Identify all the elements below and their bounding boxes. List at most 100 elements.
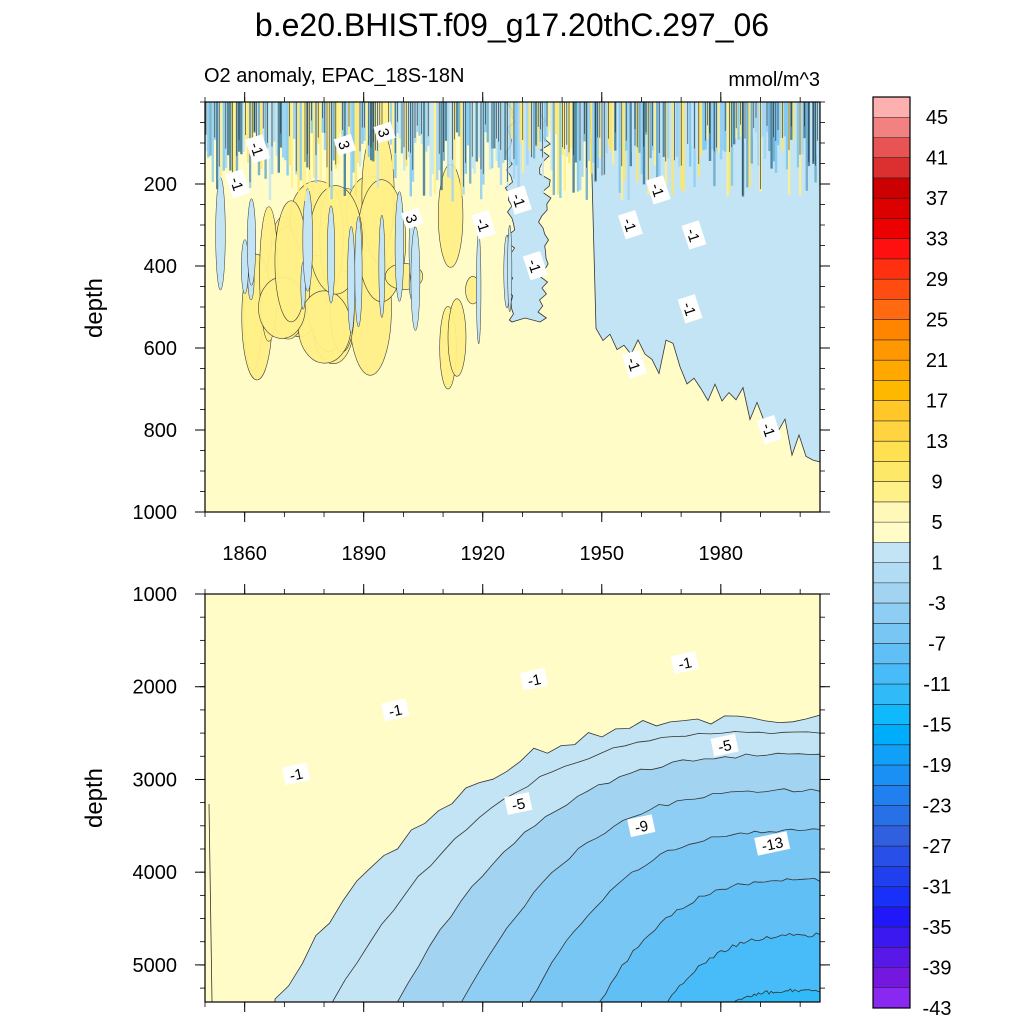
- surface-variability: [590, 102, 593, 174]
- surface-variability: [282, 102, 285, 158]
- contour-band: [667, 932, 820, 1002]
- contour-label-text: -1: [288, 766, 305, 785]
- contour-label-text: -9: [633, 817, 650, 836]
- colorbar-swatch: [873, 866, 910, 887]
- surface-variability: [678, 102, 681, 167]
- colorbar-swatch: [873, 238, 910, 260]
- surface-variability: [618, 102, 621, 193]
- contour-label-bg: [622, 349, 647, 379]
- colorbar-label: -35: [923, 917, 952, 939]
- contour-label-bg: [710, 733, 739, 757]
- surface-variability: [616, 102, 619, 182]
- plot-frame: [204, 593, 821, 1003]
- contour-label-bg: [754, 831, 791, 856]
- contour-label-bg: [645, 175, 671, 205]
- colorbar-swatch: [873, 542, 910, 563]
- x-tick-label: 1890: [341, 543, 386, 565]
- surface-variability: [290, 102, 294, 188]
- surface-variability: [722, 102, 725, 151]
- surface-variability: [504, 102, 507, 161]
- colorbar-swatch: [873, 947, 910, 968]
- surface-variability: [675, 102, 679, 157]
- surface-variability: [486, 102, 489, 143]
- surface-variability: [770, 102, 773, 169]
- surface-variability: [702, 102, 705, 151]
- surface-variability: [293, 102, 296, 140]
- surface-variability: [682, 102, 685, 192]
- surface-variability: [233, 102, 236, 194]
- colorbar-swatch: [873, 663, 910, 685]
- surface-variability: [667, 102, 670, 159]
- surface-variability: [493, 102, 496, 149]
- contour-label-bg: [681, 220, 707, 250]
- contour-label-bg: [245, 134, 270, 164]
- colorbar-swatch: [873, 603, 910, 624]
- x-tick-label: 1980: [699, 543, 744, 565]
- contour-label: -1: [677, 294, 703, 324]
- colorbar-label: 13: [926, 431, 948, 453]
- top-subtitle: O2 anomaly, EPAC_18S-18N: [204, 65, 465, 87]
- contour-label: -1: [756, 415, 782, 445]
- negative-filament: [246, 198, 256, 286]
- negative-filament: [327, 205, 336, 304]
- surface-variability: [477, 102, 481, 158]
- surface-variability: [455, 102, 459, 133]
- colorbar-swatch: [873, 886, 910, 908]
- surface-variability: [216, 102, 219, 190]
- colorbar-swatch: [873, 805, 910, 827]
- surface-variability: [449, 102, 452, 179]
- contour-label-bg: [627, 814, 656, 838]
- contour-label: -1: [225, 169, 251, 199]
- colorbar-swatch: [873, 825, 910, 847]
- surface-variability: [649, 102, 652, 159]
- surface-variability: [554, 102, 558, 135]
- y-tick-label: 200: [144, 174, 177, 196]
- contour-label-bg: [373, 121, 396, 144]
- surface-variability: [319, 102, 322, 181]
- colorbar-swatch: [873, 643, 910, 665]
- contour-label: -5: [710, 733, 739, 757]
- surface-variability: [552, 102, 555, 196]
- contour-label-bg: [281, 762, 311, 786]
- surface-variability: [653, 102, 657, 166]
- top-units: mmol/m^3: [728, 69, 820, 91]
- x-tick-label: 1860: [222, 543, 267, 565]
- contour-label: -1: [618, 210, 643, 240]
- colorbar-label: 41: [926, 148, 948, 170]
- colorbar-swatch: [873, 623, 910, 644]
- contour-band: [734, 988, 820, 1002]
- x-tick-label: 1920: [460, 543, 505, 565]
- surface-variability: [592, 102, 595, 163]
- bottom-contour-labels: -1 -1 -1 -1 -5 -5 -9 -13: [281, 651, 791, 856]
- contour-label: -13: [754, 831, 791, 856]
- colorbar-label: 5: [931, 512, 942, 534]
- surface-variability: [246, 102, 250, 163]
- colorbar-swatch: [873, 461, 910, 482]
- contour-label-text: -1: [678, 300, 698, 318]
- colorbar-swatch: [873, 177, 910, 199]
- bottom-ylabel: depth: [81, 768, 108, 828]
- surface-variability: [460, 102, 463, 196]
- contour-label-text: -1: [472, 216, 492, 234]
- colorbar-swatch: [873, 481, 910, 503]
- contour-label: 3: [333, 133, 357, 156]
- colorbar-label: -31: [923, 877, 952, 899]
- colorbar-swatch: [873, 987, 910, 1009]
- colorbar-label: -15: [923, 715, 952, 737]
- surface-variability: [425, 102, 428, 152]
- surface-variability: [733, 102, 736, 145]
- surface-variability: [398, 102, 401, 139]
- colorbar-label: -11: [923, 674, 950, 696]
- contour-label: -1: [681, 220, 707, 250]
- contour-label-text: -1: [508, 192, 528, 210]
- colorbar-swatch: [873, 420, 910, 442]
- colorbar-swatch: [873, 360, 910, 381]
- contour-label: -1: [507, 185, 532, 215]
- contour-label: 3: [401, 207, 424, 230]
- positive-patch: [447, 298, 467, 377]
- surface-variability: [469, 102, 472, 184]
- surface-variability: [273, 102, 276, 142]
- contour-label-text: -1: [619, 216, 639, 234]
- surface-variability: [222, 102, 225, 171]
- contour-label: -1: [381, 698, 410, 722]
